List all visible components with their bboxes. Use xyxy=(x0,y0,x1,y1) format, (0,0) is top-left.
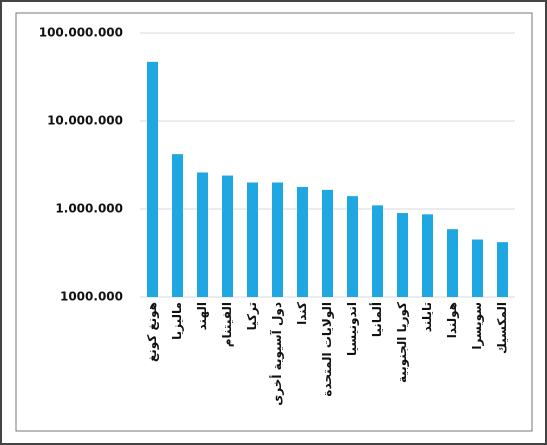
bar xyxy=(247,182,258,297)
x-tick-label: اندونيسيا xyxy=(345,302,360,356)
x-tick-label: الولايات المتحدة xyxy=(320,302,335,397)
bar xyxy=(397,213,408,297)
bar xyxy=(447,229,458,297)
bar xyxy=(422,214,433,297)
bar xyxy=(147,61,158,297)
bar xyxy=(197,172,208,297)
x-tick-label: المكسيك xyxy=(495,302,509,354)
x-tick-label: الفيتنام xyxy=(220,302,235,347)
x-tick-label: الهند xyxy=(195,302,209,330)
bar xyxy=(372,205,383,297)
y-tick-label: 1.000.000 xyxy=(55,202,123,216)
bar xyxy=(172,154,183,297)
x-tick-label: كندا xyxy=(295,302,309,325)
bar xyxy=(297,186,308,297)
bar xyxy=(497,242,508,297)
x-tick-label: دول آسيوية أخرى xyxy=(269,302,285,406)
x-tick-label: تايلند xyxy=(420,302,434,332)
x-tick-label: ماليزيا xyxy=(170,302,184,340)
x-tick-label: تركيا xyxy=(245,302,259,330)
bar xyxy=(222,175,233,297)
bar xyxy=(322,189,333,297)
bar xyxy=(347,196,358,297)
inner-frame xyxy=(15,12,533,432)
x-tick-label: كوريا الجنوبية xyxy=(395,302,410,383)
y-tick-label: 1000.000 xyxy=(60,290,123,304)
bar xyxy=(472,239,483,297)
x-tick-label: هولندا xyxy=(445,302,460,338)
y-tick-label: 10.000.000 xyxy=(47,114,123,128)
bar xyxy=(272,182,283,297)
x-tick-label: ألمانيا xyxy=(369,302,384,337)
x-tick-label: سويسرا xyxy=(470,302,485,350)
x-tick-label: هونغ كونغ xyxy=(145,302,160,362)
y-tick-label: 100.000.000 xyxy=(39,26,123,40)
